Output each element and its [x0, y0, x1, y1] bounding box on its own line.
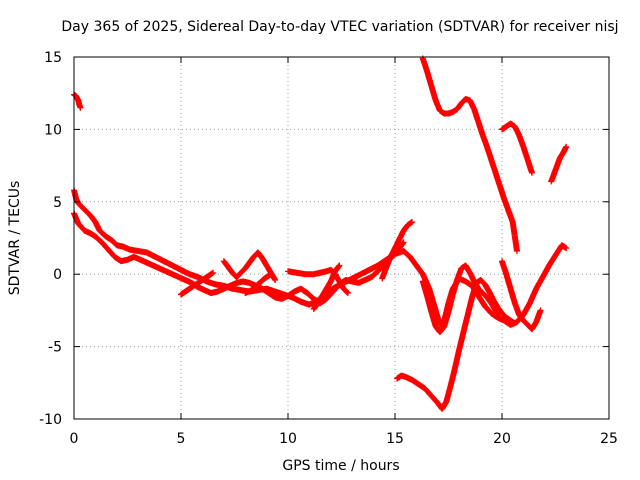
series-early-dip — [178, 269, 217, 298]
y-tick-label: 15 — [44, 50, 62, 66]
data-point-markers — [548, 143, 570, 185]
y-tick-label: 5 — [53, 195, 62, 211]
series-afternoon-hump — [419, 262, 503, 336]
x-axis-label: GPS time / hours — [282, 458, 399, 474]
plot-frame — [73, 56, 610, 420]
data-point-markers — [178, 269, 217, 298]
x-tick-label: 5 — [177, 431, 186, 447]
data-point-markers — [499, 258, 544, 333]
series-evening-high — [499, 120, 535, 176]
y-tick-label: 10 — [44, 122, 62, 138]
data-point-markers — [419, 55, 520, 254]
series-early-high — [71, 91, 84, 111]
x-tick-label: 15 — [386, 431, 404, 447]
y-tick-label: 0 — [53, 267, 62, 283]
axes — [73, 56, 610, 420]
data-point-markers — [285, 262, 351, 312]
series-late-rise — [379, 219, 416, 282]
series-mid-bumps — [220, 249, 279, 296]
y-tick-label: -10 — [39, 412, 62, 428]
data-point-markers — [394, 277, 518, 412]
series-evening-dip — [499, 258, 544, 333]
series-late-evening — [548, 143, 570, 185]
x-tick-label: 0 — [70, 431, 79, 447]
grid — [74, 57, 609, 419]
data-point-markers — [220, 249, 279, 296]
tick-labels: 0 5 10 15 20 25 -10 -5 0 5 10 15 — [39, 50, 618, 447]
series-afternoon-low — [394, 277, 518, 412]
x-tick-label: 20 — [493, 431, 511, 447]
data-point-markers — [379, 219, 416, 282]
series-marks — [71, 55, 570, 412]
x-tick-label: 10 — [279, 431, 297, 447]
series-mid-loop — [285, 262, 351, 312]
data-point-markers — [419, 262, 503, 336]
y-axis-label: SDTVAR / TECUs — [7, 181, 23, 296]
series-afternoon-high — [419, 55, 520, 254]
data-point-markers — [499, 120, 535, 176]
x-tick-label: 25 — [600, 431, 618, 447]
y-tick-label: -5 — [48, 340, 62, 356]
data-point-markers — [71, 91, 84, 111]
chart-title: Day 365 of 2025, Sidereal Day-to-day VTE… — [61, 19, 618, 35]
